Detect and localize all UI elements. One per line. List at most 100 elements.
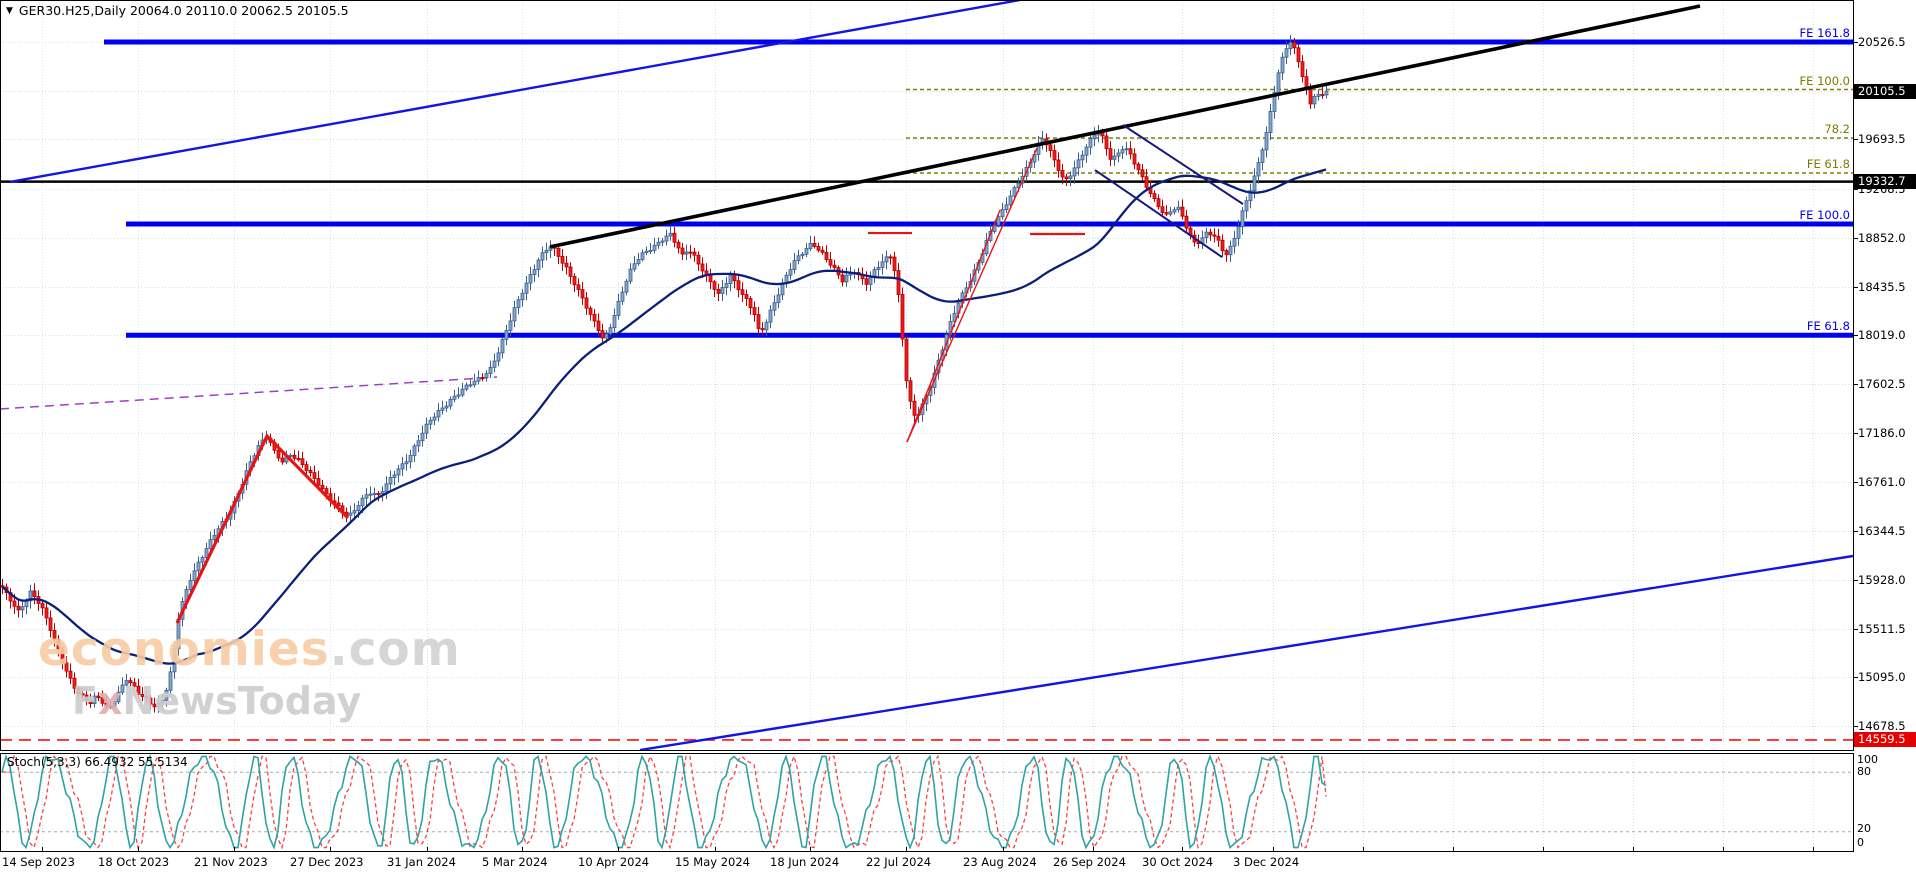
candle-body xyxy=(444,405,449,409)
candle-body xyxy=(736,280,741,291)
candle-body xyxy=(1008,195,1013,206)
candle-body xyxy=(612,315,617,329)
candle-body xyxy=(748,298,753,309)
price-box-alert-level: 14559.5 xyxy=(1854,732,1916,748)
minor-dashed-trendline xyxy=(0,376,498,410)
candle-body xyxy=(1240,210,1245,228)
candle-body xyxy=(156,702,161,708)
indicator-scale-label: 0 xyxy=(1857,836,1864,849)
candle-body xyxy=(1320,94,1325,97)
corrective-channel-upper xyxy=(1122,124,1244,205)
candle-body xyxy=(1056,159,1061,171)
candle-body xyxy=(380,491,385,495)
candle-body xyxy=(336,502,341,507)
candle-body xyxy=(432,416,437,421)
candle-body xyxy=(996,216,1001,226)
candle-body xyxy=(632,263,637,270)
candle-body xyxy=(1300,61,1305,78)
ascending-channel-upper xyxy=(9,0,1021,184)
candle-body xyxy=(952,312,957,322)
candle-body xyxy=(128,680,133,683)
candle-body xyxy=(1064,176,1069,180)
candle-body xyxy=(108,705,113,708)
candle-body xyxy=(740,289,745,295)
candle-body xyxy=(148,697,153,705)
candle-body xyxy=(588,307,593,315)
candle-body xyxy=(872,269,877,277)
candle-body xyxy=(348,512,353,516)
candle-body xyxy=(572,276,577,286)
candle-body xyxy=(1136,163,1141,171)
candle-body xyxy=(456,394,461,397)
candle-body xyxy=(80,693,85,696)
candle-body xyxy=(700,263,705,272)
price-box-level: 19332.7 xyxy=(1854,174,1916,190)
candle-body xyxy=(684,251,689,255)
candle-body xyxy=(212,535,217,540)
candle-body xyxy=(1004,204,1009,210)
candle-body xyxy=(596,320,601,332)
candle-body xyxy=(900,294,905,340)
candle-body xyxy=(188,580,193,590)
date-label: 31 Jan 2024 xyxy=(387,855,456,869)
date-label: 18 Jun 2024 xyxy=(770,855,840,869)
candle-body xyxy=(440,407,445,411)
candle-body xyxy=(1252,175,1257,192)
candle-body xyxy=(1260,149,1265,164)
candle-body xyxy=(1104,135,1109,150)
candle-body xyxy=(1124,148,1129,151)
candle-body xyxy=(308,470,313,474)
symbol-dropdown-icon[interactable]: ▼ xyxy=(6,6,13,16)
candle-body xyxy=(724,283,729,288)
candle-body xyxy=(468,384,473,387)
candle-body xyxy=(452,395,457,400)
candle-body xyxy=(460,388,465,396)
candle-body xyxy=(556,247,561,257)
candle-body xyxy=(592,313,597,322)
candle-body xyxy=(616,300,621,316)
candle-body xyxy=(1072,167,1077,177)
candle-body xyxy=(1272,92,1277,112)
candle-body xyxy=(1244,200,1249,212)
candle-body xyxy=(584,297,589,309)
candle-body xyxy=(732,274,737,282)
candle-body xyxy=(636,258,641,265)
candle-body xyxy=(820,249,825,253)
candle-body xyxy=(496,352,501,362)
candle-body xyxy=(428,419,433,425)
candle-body xyxy=(164,689,169,701)
candle-body xyxy=(1220,239,1225,252)
candle-body xyxy=(792,260,797,271)
candle-body xyxy=(420,432,425,442)
background-lines-layer xyxy=(0,0,1853,750)
candle-body xyxy=(356,505,361,511)
candle-body xyxy=(1276,72,1281,93)
price-tick-label: 18435.5 xyxy=(1858,279,1906,294)
candle-body xyxy=(752,307,757,315)
candle-body xyxy=(204,548,209,558)
stochastic-layer xyxy=(0,753,1853,850)
candle-body xyxy=(304,464,309,471)
candle-body xyxy=(196,561,201,572)
candle-body xyxy=(1184,215,1189,229)
candle-body xyxy=(1128,148,1133,155)
candle-body xyxy=(544,249,549,254)
candle-body xyxy=(500,338,505,354)
candle-body xyxy=(60,649,65,664)
candle-body xyxy=(68,670,73,679)
candle-body xyxy=(876,267,881,270)
candle-body xyxy=(192,570,197,581)
candle-body xyxy=(404,461,409,465)
candle-body xyxy=(532,269,537,275)
candle-body xyxy=(76,687,81,694)
date-label: 22 Jul 2024 xyxy=(866,855,932,869)
candle-body xyxy=(104,702,109,707)
candle-body xyxy=(504,330,509,340)
candle-body xyxy=(172,648,177,673)
candle-body xyxy=(676,241,681,249)
date-label: 18 Oct 2023 xyxy=(98,855,170,869)
date-label: 30 Oct 2024 xyxy=(1142,855,1214,869)
candle-body xyxy=(320,484,325,490)
